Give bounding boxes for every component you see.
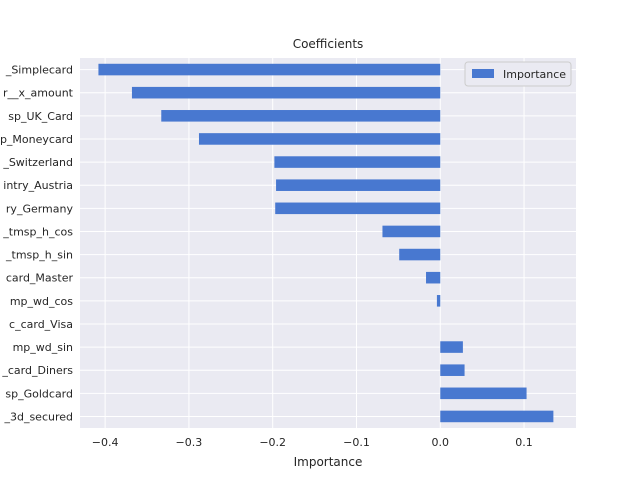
bar bbox=[440, 410, 554, 423]
y-tick-label: intry_Austria bbox=[3, 179, 73, 192]
y-tick-label: _tmsp_h_sin bbox=[5, 249, 73, 262]
y-tick-label: p_Moneycard bbox=[0, 133, 73, 146]
x-axis-label: Importance bbox=[294, 455, 363, 469]
y-tick-label: _Switzerland bbox=[2, 156, 73, 169]
x-tick-label: −0.3 bbox=[176, 436, 203, 449]
y-tick-label: card_Master bbox=[6, 272, 74, 285]
bar bbox=[198, 133, 441, 145]
legend: Importance bbox=[464, 61, 572, 87]
bar bbox=[399, 248, 441, 261]
bar bbox=[131, 86, 441, 99]
y-tick-label: sp_UK_Card bbox=[8, 110, 73, 123]
bar bbox=[436, 295, 441, 307]
y-tick-label: mp_wd_cos bbox=[10, 295, 73, 308]
x-tick-label: −0.4 bbox=[92, 436, 119, 449]
y-tick-label: ry_Germany bbox=[6, 202, 74, 215]
bar bbox=[275, 202, 441, 215]
y-tick-label: _card_Diners bbox=[1, 364, 73, 377]
bar bbox=[426, 271, 441, 284]
y-tick-label: _Simplecard bbox=[5, 64, 73, 77]
legend-label: Importance bbox=[503, 68, 566, 81]
bar bbox=[98, 63, 441, 76]
bar bbox=[440, 341, 463, 353]
chart-title: Coefficients bbox=[293, 37, 364, 51]
y-tick-label: mp_wd_sin bbox=[13, 341, 73, 354]
x-tick-label: 0.0 bbox=[432, 436, 450, 449]
y-tick-label: _tmsp_h_cos bbox=[2, 225, 73, 238]
legend-swatch bbox=[472, 69, 494, 78]
bar bbox=[440, 387, 527, 400]
x-tick-label: −0.1 bbox=[343, 436, 370, 449]
x-tick-labels: −0.4 −0.3 −0.2 −0.1 0.0 0.1 bbox=[92, 436, 533, 449]
legend-box bbox=[464, 61, 572, 87]
y-tick-label: c_card_Visa bbox=[9, 318, 73, 331]
bar bbox=[382, 225, 441, 238]
x-tick-label: −0.2 bbox=[259, 436, 286, 449]
y-tick-label: r__x_amount bbox=[3, 87, 74, 100]
y-tick-labels: _3d_secured sp_Goldcard _card_Diners mp_wd_… bbox=[0, 64, 74, 424]
bar bbox=[440, 364, 465, 376]
bar bbox=[161, 110, 441, 122]
bar bbox=[276, 179, 441, 191]
bar-series bbox=[98, 63, 554, 423]
y-tick-label: sp_Goldcard bbox=[5, 387, 73, 400]
x-tick-label: 0.1 bbox=[515, 436, 533, 449]
y-tick-label: _3d_secured bbox=[3, 410, 73, 423]
bar bbox=[274, 156, 441, 168]
